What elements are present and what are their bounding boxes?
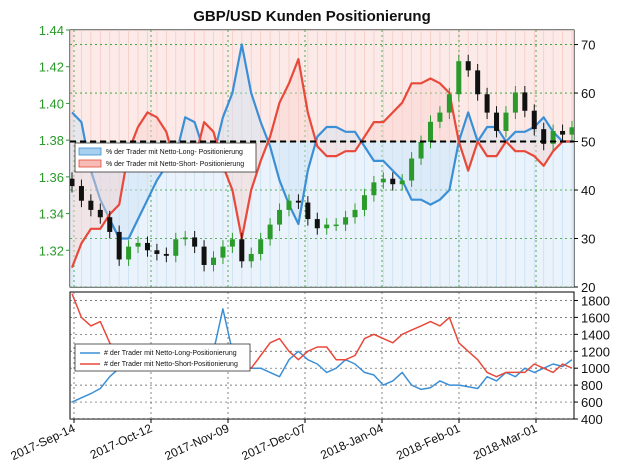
legend-label-short-pct: % der Trader mit Netto-Short- Positionie… [106, 161, 244, 168]
candle-body [126, 246, 132, 260]
legend-label-long-count: # der Trader mit Netto-Long-Positionieru… [104, 350, 237, 357]
candle-body [295, 200, 301, 203]
left-tick-label: 1.40 [39, 96, 64, 111]
left-tick-label: 1.36 [39, 170, 64, 185]
candle-body [107, 217, 113, 232]
candle-body [78, 186, 84, 201]
x-tick-label: 2018-Feb-01 [394, 421, 462, 463]
right-tick-label: 1000 [581, 361, 610, 376]
candle-body [371, 182, 377, 196]
candle-body [512, 92, 518, 113]
candle-body [248, 253, 254, 262]
candle-body [97, 209, 103, 218]
candle-body [201, 246, 207, 265]
candle-body [427, 121, 433, 142]
candle-body [173, 239, 179, 256]
legend-swatch-short-pct [78, 159, 102, 168]
candle-body [541, 129, 547, 144]
chart-title: GBP/USD Kunden Positionierung [193, 8, 431, 25]
right-tick-label: 1600 [581, 310, 610, 325]
candle-body [314, 219, 320, 229]
candle-body [182, 237, 188, 240]
left-tick-label: 1.38 [39, 133, 64, 148]
right-tick-label: 1200 [581, 344, 610, 359]
candle-body [70, 178, 75, 187]
right-tick-label: 400 [581, 412, 603, 427]
x-tick-label: 2018-Jan-04 [318, 421, 385, 462]
left-tick-label: 1.42 [39, 60, 64, 75]
x-tick-label: 2018-Mar-01 [471, 421, 539, 463]
right-tick-label: 20 [581, 280, 595, 295]
candle-body [361, 195, 367, 210]
candle-body [380, 178, 386, 183]
left-tick-label: 1.34 [39, 207, 64, 222]
x-tick-label: 2017-Nov-09 [162, 421, 231, 463]
candle-body [390, 178, 396, 185]
legend-swatch-long-pct [78, 147, 102, 156]
candle-body [494, 112, 500, 131]
candle-body [522, 92, 528, 111]
candle-body [418, 141, 424, 159]
candle-body [144, 242, 150, 251]
candle-body [569, 127, 574, 135]
candle-body [550, 130, 556, 144]
candle-body [211, 257, 217, 265]
candle-body [220, 246, 226, 258]
candle-body [409, 158, 415, 181]
candle-body [258, 239, 264, 254]
right-tick-label: 60 [581, 86, 595, 101]
candle-body [352, 209, 358, 218]
left-tick-label: 1.44 [39, 23, 64, 38]
candle-body [277, 209, 283, 225]
candle-body [560, 130, 566, 135]
right-tick-label: 1800 [581, 293, 610, 308]
candle-body [135, 242, 141, 247]
right-tick-label: 800 [581, 378, 603, 393]
right-tick-label: 40 [581, 183, 595, 198]
x-tick-label: 2017-Sep-14 [8, 421, 77, 463]
legend-label-long-pct: % der Trader mit Netto-Long- Positionier… [106, 149, 243, 156]
top-legend: % der Trader mit Netto-Long- Positionier… [74, 142, 257, 173]
candle-body [475, 70, 481, 95]
candle-body [324, 224, 330, 229]
candle-body [239, 239, 245, 262]
candle-body [154, 250, 160, 254]
candle-body [456, 61, 462, 95]
x-tick-label: 2017-Dec-07 [239, 421, 308, 463]
right-tick-label: 1400 [581, 327, 610, 342]
candle-body [484, 94, 490, 113]
candle-body [305, 202, 311, 220]
series-line-long-pct [71, 43, 572, 240]
bottom-panel: 400 600 800 1000 1200 1400 1600 1800 # der Trad… [69, 291, 610, 427]
left-tick-label: 1.32 [39, 243, 64, 258]
series-line-short-pct [70, 58, 572, 268]
candle-body [437, 112, 443, 122]
candle-body [531, 110, 537, 130]
right-tick-label: 70 [581, 38, 595, 53]
right-tick-label: 30 [581, 232, 595, 247]
candle-body [88, 200, 94, 210]
candle-body [192, 237, 198, 247]
bottom-legend: # der Trader mit Netto-Long-Positionieru… [74, 343, 251, 372]
candle-body [446, 94, 452, 113]
x-tick-label: 2017-Oct-12 [88, 421, 155, 462]
candle-body [116, 231, 122, 260]
candle-body [286, 200, 292, 210]
right-tick-label: 50 [581, 135, 595, 150]
candle-body [343, 217, 349, 225]
candle-body [503, 112, 509, 131]
candle-body [267, 224, 273, 240]
candle-body [399, 180, 405, 185]
bg-short-zone [70, 30, 574, 142]
legend-label-short-count: # der Trader mit Netto-Short-Positionier… [104, 361, 238, 368]
candle-body [465, 61, 471, 71]
right-tick-label: 600 [581, 395, 603, 410]
candle-body [163, 253, 169, 256]
candle-body [333, 224, 339, 227]
candle-body [229, 239, 235, 247]
top-panel: 1.32 1.34 1.36 1.38 1.40 1.42 1.44 20 30 40 50 60 7… [39, 23, 596, 295]
